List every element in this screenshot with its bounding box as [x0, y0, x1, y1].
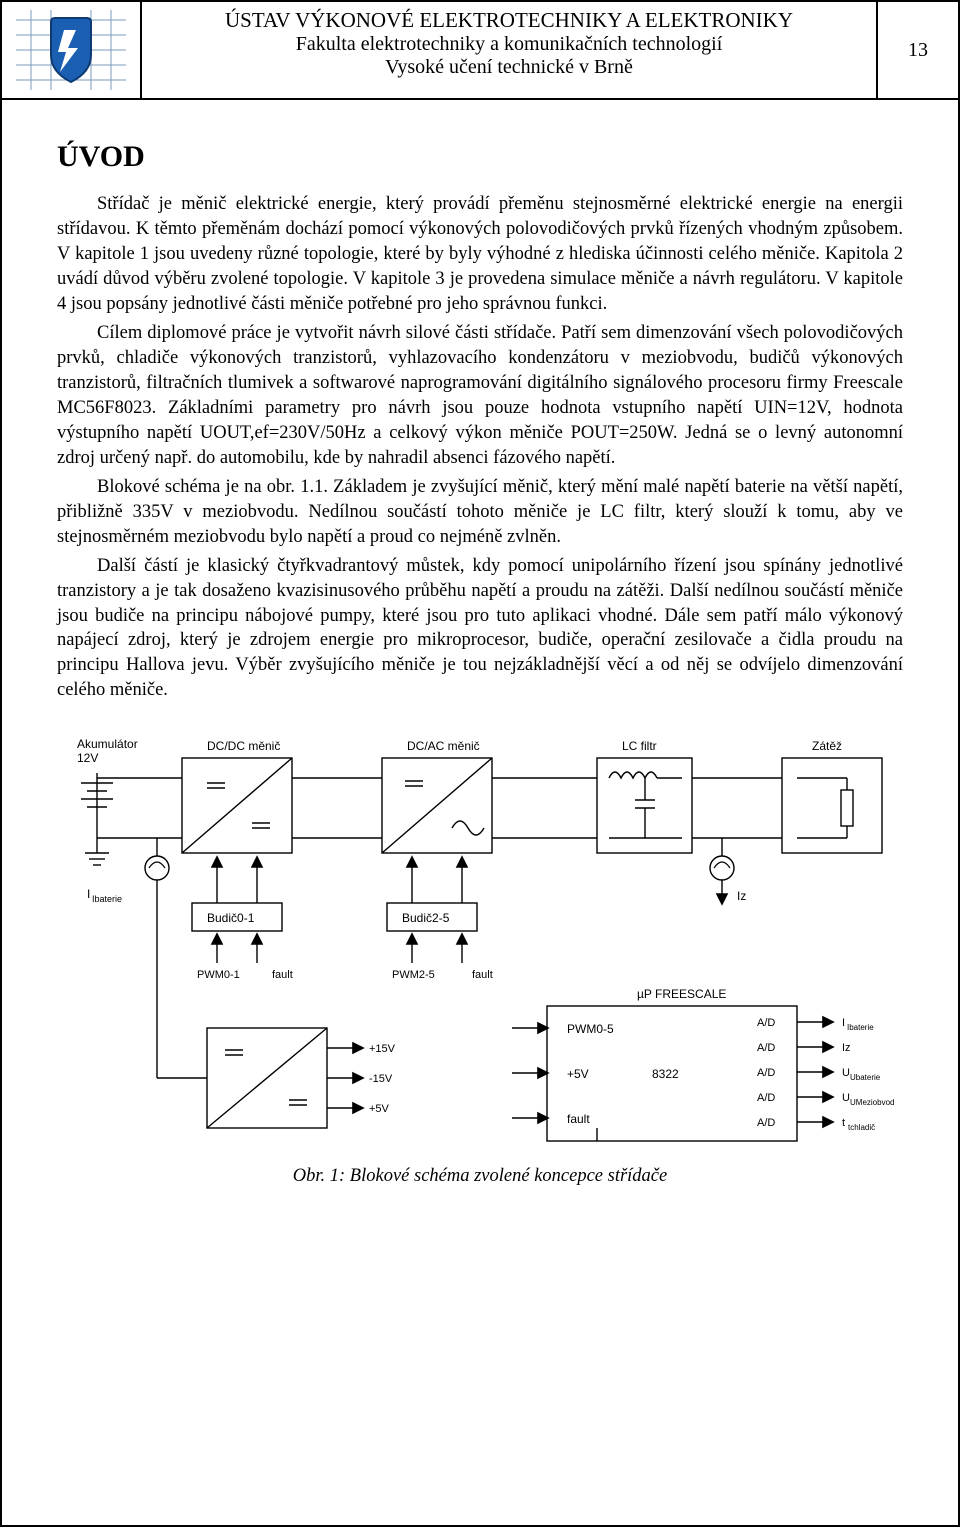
svg-text:UMeziobvod: UMeziobvod: [850, 1098, 894, 1107]
lcfilter-box: [597, 758, 692, 853]
para-3: Blokové schéma je na obr. 1.1. Základem …: [57, 475, 903, 550]
label-dcac: DC/AC měnič: [407, 739, 480, 753]
label-driver25: Budič2-5: [402, 911, 450, 925]
label-lc: LC filtr: [622, 739, 657, 753]
psu-out-0: +15V: [369, 1043, 396, 1055]
label-ibat: I: [87, 887, 90, 901]
label-iz: Iz: [737, 889, 746, 903]
mcu-vin: +5V: [567, 1067, 589, 1081]
label-aku-bot: 12V: [77, 751, 98, 765]
label-dcdc: DC/DC měnič: [207, 739, 280, 753]
page-number: 13: [878, 2, 958, 98]
svg-text:A/D: A/D: [757, 1117, 775, 1129]
label-load: Zátěž: [812, 739, 842, 753]
svg-text:t: t: [842, 1117, 845, 1129]
psu-out-1: -15V: [369, 1073, 393, 1085]
para-4: Další částí je klasický čtyřkvadrantový …: [57, 554, 903, 704]
svg-text:A/D: A/D: [757, 1042, 775, 1054]
svg-text:U: U: [842, 1092, 850, 1104]
label-pwm25: PWM2-5: [392, 969, 435, 981]
svg-text:Ibaterie: Ibaterie: [847, 1023, 874, 1032]
svg-text:tchladič: tchladič: [848, 1123, 875, 1132]
mcu-fault: fault: [567, 1112, 590, 1126]
figure-1: Akumulátor 12V: [57, 728, 903, 1187]
block-diagram-svg: Akumulátor 12V: [57, 728, 907, 1148]
page-header: ÚSTAV VÝKONOVÉ ELEKTROTECHNIKY A ELEKTRO…: [2, 2, 958, 100]
svg-text:A/D: A/D: [757, 1067, 775, 1079]
section-title: ÚVOD: [57, 140, 903, 174]
label-aku-top: Akumulátor: [77, 737, 138, 751]
para-2: Cílem diplomové práce je vytvořit návrh …: [57, 321, 903, 471]
svg-text:A/D: A/D: [757, 1092, 775, 1104]
page: ÚSTAV VÝKONOVÉ ELEKTROTECHNIKY A ELEKTRO…: [0, 0, 960, 1527]
ad-0: I: [842, 1017, 845, 1029]
svg-text:Ubaterie: Ubaterie: [850, 1073, 881, 1082]
figure-caption: Obr. 1: Blokové schéma zvolené koncepce …: [57, 1166, 903, 1187]
label-pwm01: PWM0-1: [197, 969, 240, 981]
battery-icon: [81, 773, 113, 838]
svg-text:U: U: [842, 1067, 850, 1079]
label-fault1: fault: [272, 969, 293, 981]
svg-text:Iz: Iz: [842, 1042, 851, 1054]
mcu-chip: 8322: [652, 1067, 679, 1081]
load-box: [782, 758, 882, 853]
sensor-iz-icon: [710, 856, 734, 880]
label-ibat-sub: Ibaterie: [92, 894, 122, 904]
sensor-ibat-icon: [145, 856, 169, 880]
logo-cell: [2, 2, 142, 98]
header-line1: ÚSTAV VÝKONOVÉ ELEKTROTECHNIKY A ELEKTRO…: [152, 8, 866, 33]
label-mcu-title: µP FREESCALE: [637, 987, 726, 1001]
label-driver01: Budič0-1: [207, 911, 255, 925]
ground-icon: [85, 838, 109, 865]
content: ÚVOD Střídač je měnič elektrické energie…: [2, 100, 958, 1207]
header-titles: ÚSTAV VÝKONOVÉ ELEKTROTECHNIKY A ELEKTRO…: [142, 2, 878, 98]
svg-text:A/D: A/D: [757, 1017, 775, 1029]
mcu-ad-outputs: A/D I Ibaterie A/D Iz A/D U Ubaterie A/D…: [757, 1017, 894, 1132]
vut-logo-icon: [16, 10, 126, 90]
label-fault2: fault: [472, 969, 493, 981]
header-line2: Fakulta elektrotechniky a komunikačních …: [152, 33, 866, 56]
para-1: Střídač je měnič elektrické energie, kte…: [57, 192, 903, 317]
header-line3: Vysoké učení technické v Brně: [152, 56, 866, 79]
psu-out-2: +5V: [369, 1103, 390, 1115]
mcu-pwm: PWM0-5: [567, 1022, 614, 1036]
